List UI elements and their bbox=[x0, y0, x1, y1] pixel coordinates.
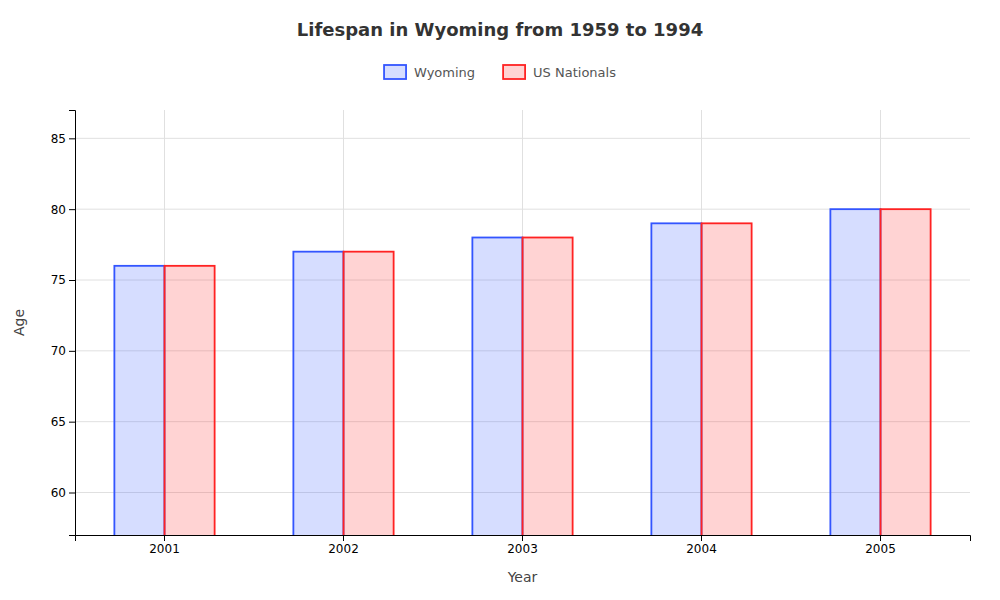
bar bbox=[523, 238, 573, 536]
tick-mark bbox=[164, 535, 165, 541]
bar bbox=[830, 209, 880, 535]
bar-series bbox=[114, 209, 880, 535]
tick-mark bbox=[69, 209, 75, 210]
bar bbox=[114, 266, 164, 535]
tick: 2003 bbox=[507, 535, 538, 556]
tick-label: 2003 bbox=[507, 542, 538, 556]
x-axis: 2001 2002 2003 2004 2005 bbox=[76, 535, 971, 556]
tick-mark bbox=[69, 351, 75, 352]
bar bbox=[293, 252, 343, 535]
tick: 2002 bbox=[328, 535, 359, 556]
bar bbox=[881, 209, 931, 535]
tick-mark bbox=[880, 535, 881, 541]
tick: 2005 bbox=[865, 535, 896, 556]
title: Lifespan in Wyoming from 1959 to 1994 bbox=[297, 19, 703, 40]
tick-label: 2004 bbox=[686, 542, 717, 556]
legend-item: US Nationals bbox=[503, 65, 616, 80]
tick-label: 2001 bbox=[149, 542, 180, 556]
bar bbox=[651, 223, 701, 535]
tick: 75 bbox=[51, 273, 75, 287]
tick-mark bbox=[701, 535, 702, 541]
tick: 2004 bbox=[686, 535, 717, 556]
tick-mark bbox=[69, 493, 75, 494]
legend-label: US Nationals bbox=[533, 65, 616, 80]
chart: 2001 2002 2003 2004 2005 60 65 70 75 80 85 Year Age L… bbox=[0, 0, 1000, 600]
legend-swatch bbox=[503, 65, 525, 79]
legend-swatch bbox=[384, 65, 406, 79]
plot-area: 2001 2002 2003 2004 2005 60 65 70 75 80 85 bbox=[51, 110, 971, 600]
tick: 2001 bbox=[149, 535, 180, 556]
bar-series bbox=[165, 209, 931, 535]
y-axis-title: Age bbox=[11, 309, 27, 336]
tick: 70 bbox=[51, 344, 75, 358]
tick: 80 bbox=[51, 203, 75, 217]
x-axis-title: Year bbox=[507, 569, 538, 585]
legend-item: Wyoming bbox=[384, 65, 475, 80]
axis-line bbox=[76, 536, 971, 542]
tick-label: 60 bbox=[51, 486, 66, 500]
tick: 65 bbox=[51, 415, 75, 429]
tick: 60 bbox=[51, 486, 75, 500]
tick-mark bbox=[343, 535, 344, 541]
tick-label: 2002 bbox=[328, 542, 359, 556]
tick-label: 2005 bbox=[865, 542, 896, 556]
y-axis: 60 65 70 75 80 85 bbox=[51, 111, 76, 536]
tick-mark bbox=[69, 280, 75, 281]
tick-label: 85 bbox=[51, 132, 66, 146]
bar bbox=[472, 238, 522, 536]
tick: 85 bbox=[51, 132, 75, 146]
tick-label: 75 bbox=[51, 273, 66, 287]
axis-line bbox=[69, 111, 76, 536]
tick-mark bbox=[69, 422, 75, 423]
tick-mark bbox=[69, 138, 75, 139]
bar bbox=[344, 252, 394, 535]
legend: Wyoming US Nationals bbox=[384, 65, 616, 80]
tick-label: 65 bbox=[51, 415, 66, 429]
tick-label: 80 bbox=[51, 203, 66, 217]
bars bbox=[114, 209, 930, 535]
bar bbox=[165, 266, 215, 535]
bar bbox=[702, 223, 752, 535]
tick-label: 70 bbox=[51, 344, 66, 358]
legend-label: Wyoming bbox=[414, 65, 475, 80]
tick-mark bbox=[522, 535, 523, 541]
